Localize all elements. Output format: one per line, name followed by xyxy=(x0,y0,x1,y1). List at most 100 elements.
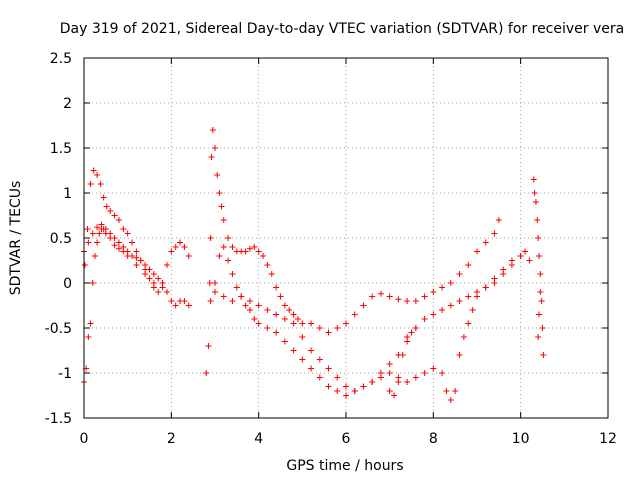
y-tick-label: 0.5 xyxy=(50,231,72,247)
data-point xyxy=(281,316,288,322)
data-point xyxy=(155,275,162,282)
data-point xyxy=(281,338,288,345)
data-point xyxy=(220,217,227,223)
data-point xyxy=(137,257,144,264)
data-point xyxy=(412,374,419,381)
data-point xyxy=(290,311,297,318)
data-point xyxy=(238,293,245,300)
data-point xyxy=(273,284,280,291)
series-track-b xyxy=(81,221,192,309)
data-point xyxy=(207,235,214,241)
series-track-e xyxy=(207,244,437,399)
data-point xyxy=(87,181,94,187)
data-point xyxy=(124,253,131,259)
data-point xyxy=(316,325,323,331)
data-point xyxy=(421,316,428,322)
data-point xyxy=(290,347,297,354)
data-point xyxy=(482,284,489,291)
data-point xyxy=(430,311,437,318)
y-tick-label: -1.5 xyxy=(45,411,72,427)
x-tick-label: 2 xyxy=(167,431,176,447)
data-point xyxy=(207,298,214,304)
data-point xyxy=(495,217,502,223)
data-point xyxy=(299,356,306,363)
data-point xyxy=(251,316,258,322)
data-point xyxy=(251,244,258,250)
data-point xyxy=(531,190,538,196)
data-point xyxy=(377,370,384,376)
data-point xyxy=(85,239,92,246)
y-tick-label: -0.5 xyxy=(45,321,72,337)
y-tick-label: -1 xyxy=(58,366,72,382)
data-point xyxy=(491,275,498,282)
data-point xyxy=(465,320,472,327)
data-point xyxy=(536,311,543,318)
data-point xyxy=(150,271,157,277)
data-point xyxy=(168,298,175,304)
data-point xyxy=(89,230,96,237)
data-point xyxy=(163,289,170,295)
y-tick-label: 1.5 xyxy=(50,141,72,157)
x-tick-label: 4 xyxy=(254,431,263,447)
data-point xyxy=(412,298,419,304)
y-axis-label: SDTVAR / TECUs xyxy=(8,181,24,296)
data-point xyxy=(115,245,122,252)
data-point xyxy=(474,248,480,255)
data-point xyxy=(316,356,323,363)
data-point xyxy=(439,284,446,291)
data-point xyxy=(447,397,454,403)
data-point xyxy=(233,284,240,291)
data-point xyxy=(268,271,275,277)
data-point xyxy=(212,280,218,286)
data-point xyxy=(91,253,98,259)
data-point xyxy=(181,244,188,250)
data-point xyxy=(395,379,402,385)
data-point xyxy=(120,226,127,232)
data-point xyxy=(500,266,507,273)
data-point xyxy=(343,320,349,327)
data-point xyxy=(369,293,376,300)
data-point xyxy=(242,302,249,309)
data-point xyxy=(100,194,107,201)
data-point xyxy=(124,230,131,237)
data-point xyxy=(129,239,136,246)
data-point xyxy=(404,379,411,385)
data-point xyxy=(155,289,162,295)
y-tick-label: 2.5 xyxy=(50,51,72,67)
data-point xyxy=(133,248,140,255)
data-point xyxy=(535,334,542,340)
data-point xyxy=(89,280,96,286)
data-point xyxy=(334,388,341,394)
x-axis-label: GPS time / hours xyxy=(286,458,403,474)
data-point xyxy=(399,352,406,358)
data-point xyxy=(537,271,544,277)
data-point xyxy=(255,248,262,255)
data-point xyxy=(469,307,476,313)
y-tick-label: 2 xyxy=(63,96,72,112)
data-point xyxy=(294,316,301,322)
data-point xyxy=(212,145,218,151)
data-point xyxy=(96,230,103,237)
data-point xyxy=(85,334,92,340)
data-point xyxy=(246,307,253,313)
data-point xyxy=(203,370,210,376)
x-tick-label: 8 xyxy=(429,431,438,447)
data-point xyxy=(229,298,236,304)
data-point xyxy=(290,320,297,327)
data-point xyxy=(185,302,192,309)
data-point xyxy=(430,289,437,295)
data-point xyxy=(229,244,236,250)
data-point xyxy=(430,365,437,372)
data-point xyxy=(447,302,454,309)
data-point xyxy=(351,311,358,318)
data-point xyxy=(146,275,153,282)
data-point xyxy=(159,284,166,291)
data-point xyxy=(225,257,232,264)
data-point xyxy=(386,293,393,300)
data-point xyxy=(456,271,463,277)
data-point xyxy=(351,388,358,394)
data-point xyxy=(273,329,280,336)
data-point xyxy=(343,383,349,390)
data-point xyxy=(456,298,463,304)
